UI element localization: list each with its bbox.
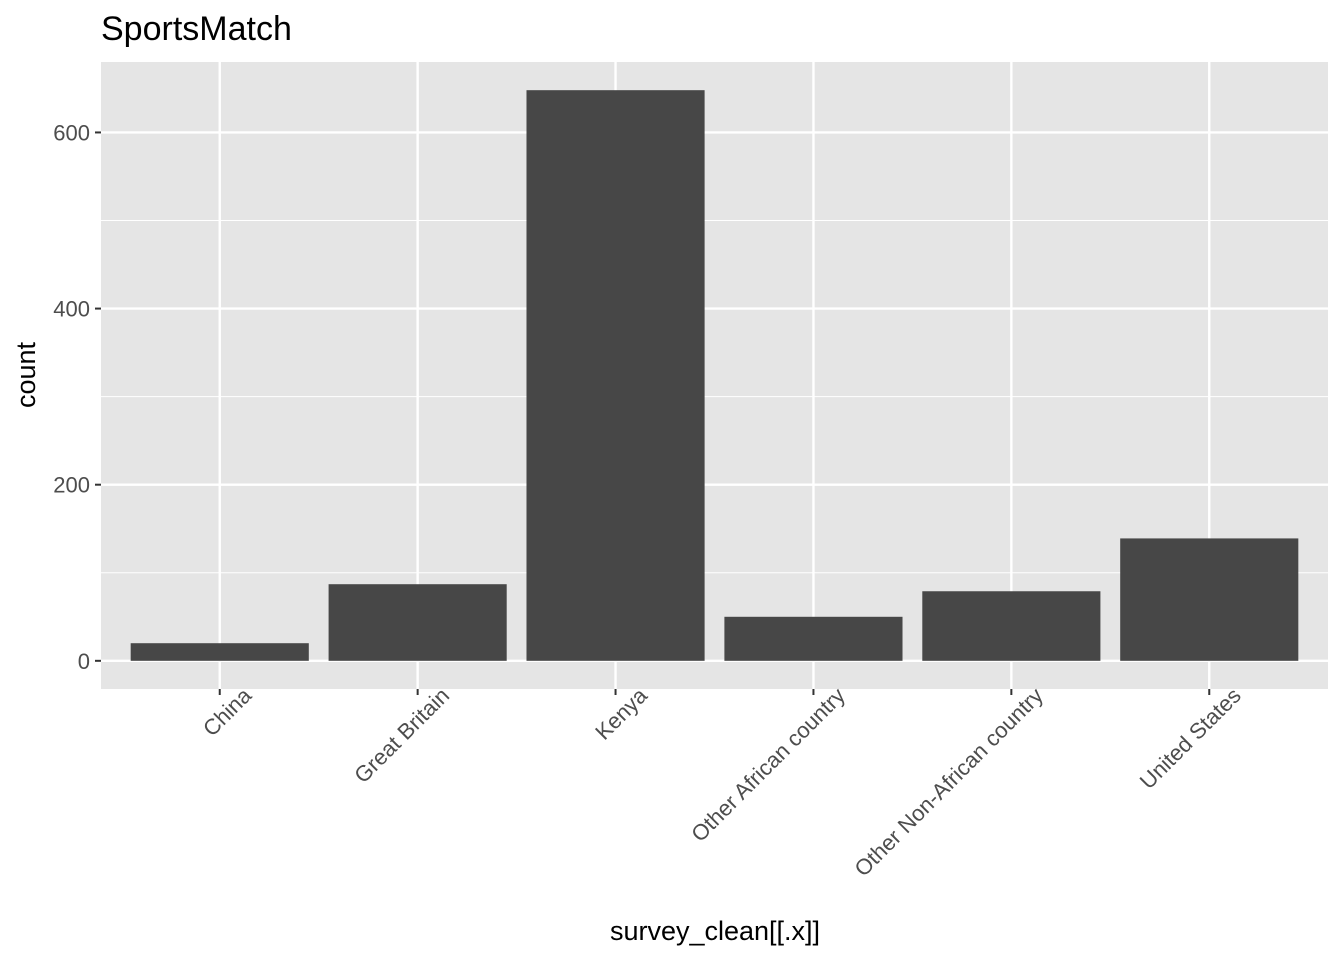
- bar: [130, 643, 309, 661]
- bar: [1120, 538, 1299, 661]
- bars: [130, 90, 1299, 661]
- x-tick-label: United States: [1135, 683, 1246, 794]
- y-tick-label: 200: [53, 473, 90, 498]
- y-axis-ticks: 0 200 400 600: [53, 120, 101, 674]
- x-tick-label: China: [198, 682, 257, 741]
- y-tick-label: 400: [53, 297, 90, 322]
- y-axis-label: count: [11, 341, 41, 408]
- y-tick-label: 0: [78, 649, 90, 674]
- x-tick-label: Kenya: [590, 682, 652, 744]
- x-tick-label: Other African country: [686, 683, 850, 847]
- x-tick-label: Other Non-African country: [850, 683, 1048, 881]
- x-axis-ticks: China Great Britain Kenya Other African cou…: [198, 682, 1246, 881]
- bar: [526, 90, 705, 661]
- chart-title: SportsMatch: [101, 10, 292, 48]
- x-axis-label: survey_clean[[.x]]: [610, 916, 820, 946]
- bar: [724, 616, 903, 661]
- bar: [328, 584, 507, 661]
- x-tick-label: Great Britain: [349, 683, 454, 788]
- y-tick-label: 600: [53, 120, 90, 145]
- bar: [922, 591, 1101, 661]
